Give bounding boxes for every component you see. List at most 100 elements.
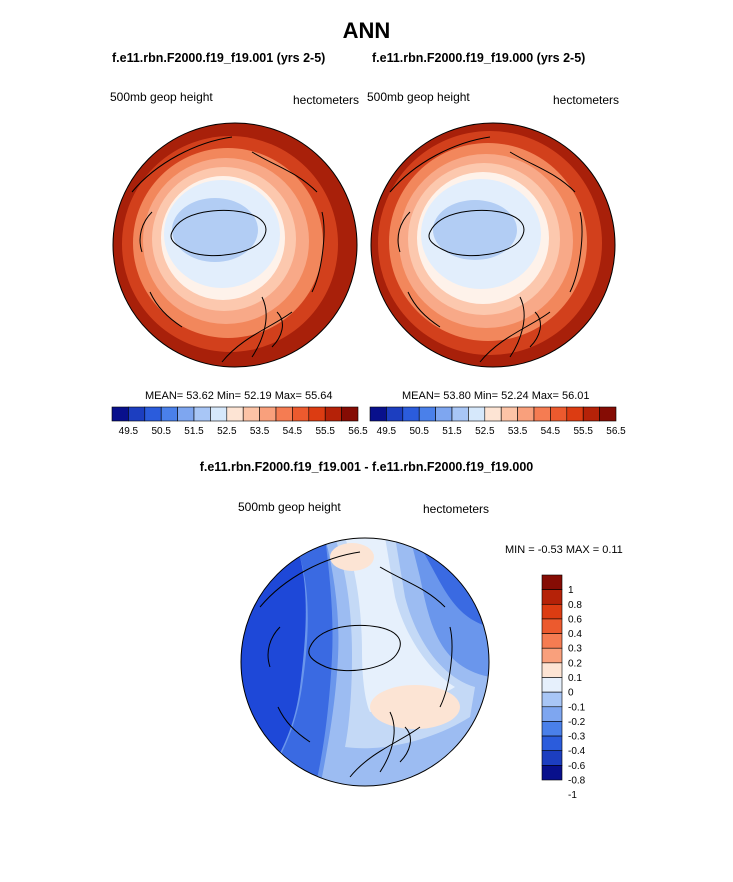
colorbar-swatch [541,618,563,634]
colorbar-tick-label: 56.5 [348,426,368,437]
colorbar-swatch [435,406,453,422]
diff-units-label: hectometers [423,502,490,516]
colorbar-tick-label: 54.5 [283,426,303,437]
colorbar-swatch [541,706,563,722]
mean-value: 53.80 [443,390,471,402]
panel2-stats: MEAN= 53.80 Min= 52.24 Max= 56.01 [402,390,590,402]
colorbar-tick-label: 49.5 [377,426,397,437]
colorbar-swatch [541,750,563,766]
contour-band [345,538,455,712]
colorbar-swatch [541,765,563,781]
mean-value: 53.62 [186,390,214,402]
contour-band [172,198,258,262]
panel2-field-label: 500mb geop height [367,90,470,104]
diff-colorbar: 1 0.8 0.6 0.4 0.3 0.2 0.1 0 -0.1 -0.2 -0.3 -0.4 -0.6… [541,574,586,801]
map-border [112,122,358,368]
colorbar-swatch [550,406,568,422]
contour-band [262,538,333,786]
colorbar-swatch [468,406,486,422]
coastlines [259,551,453,778]
max-value: 56.01 [561,390,590,402]
colorbar-swatch [517,406,535,422]
colorbar-tick-label: 50.5 [151,426,171,437]
colorbar-tick-label: 51.5 [442,426,462,437]
panel2-colorbar: 49.5 50.5 51.5 52.5 53.5 54.5 55.5 56.5 [369,406,626,437]
colorbar-swatch [541,589,563,605]
max-label: Max= [531,390,559,402]
colorbar-tick-label: 53.5 [250,426,270,437]
colorbar-swatch [111,406,129,422]
colorbar-swatch [275,406,293,422]
colorbar-swatch [386,406,404,422]
colorbar-swatch [541,574,563,590]
panel1-subtitle: f.e11.rbn.F2000.f19_f19.001 (yrs 2-5) [112,51,326,65]
colorbar-tick-label: 50.5 [409,426,429,437]
colorbar-swatch [369,406,387,422]
colorbar-swatch [341,406,359,422]
colorbar-tick-label: 54.5 [541,426,561,437]
colorbar-swatch [541,691,563,708]
panel2-subtitle: f.e11.rbn.F2000.f19_f19.000 (yrs 2-5) [372,51,586,65]
colorbar-swatch [484,406,502,422]
colorbar-tick-label: 52.5 [475,426,495,437]
colorbar-tick-label: -0.1 [568,702,586,713]
colorbar-tick-label: -0.6 [568,761,586,772]
colorbar-swatch [500,406,518,422]
contour-band [433,200,517,260]
coastlines [131,136,325,363]
colorbar-tick-label: 0 [568,688,574,699]
diff-polar-map [240,537,490,787]
colorbar-tick-label: 0.1 [568,673,582,684]
colorbar-swatch [193,406,211,422]
max-label: Max= [274,390,302,402]
greenland-coastline [170,209,267,257]
colorbar-tick-label: 0.3 [568,644,582,655]
max-value: 55.64 [304,390,333,402]
colorbar-swatch [259,406,277,422]
diff-stats: MIN = -0.53 MAX = 0.11 [505,544,623,556]
colorbar-swatch [582,406,600,422]
colorbar-tick-label: -0.2 [568,717,586,728]
colorbar-swatch [599,406,617,422]
scandinavia-coastline [379,711,411,773]
colorbar-swatch [541,662,563,678]
panel1-field-label: 500mb geop height [110,90,213,104]
colorbar-swatch [177,406,195,422]
colorbar-tick-label: -0.4 [568,746,586,757]
colorbar-tick-label: 55.5 [315,426,335,437]
colorbar-swatch [308,406,326,422]
colorbar-swatch [292,406,310,422]
colorbar-tick-label: 55.5 [573,426,593,437]
colorbar-swatch [541,603,563,620]
colorbar-swatch [210,406,228,422]
panel1-units-label: hectometers [293,93,360,107]
colorbar-tick-label: 0.8 [568,600,582,611]
min-value: 52.24 [501,390,529,402]
mean-label: MEAN= [145,390,184,402]
panel1-stats: MEAN= 53.62 Min= 52.19 Max= 55.64 [145,390,333,402]
colorbar-tick-label: 0.4 [568,629,582,640]
colorbar-swatch [324,406,342,422]
colorbar-swatch [541,647,563,664]
diff-field-label: 500mb geop height [238,500,341,514]
colorbar-swatch [541,735,563,752]
colorbar-swatch [566,406,584,422]
panel2-polar-map [370,122,616,368]
colorbar-tick-label: 53.5 [508,426,528,437]
colorbar-tick-label: 1 [568,585,574,596]
colorbar-tick-label: 52.5 [217,426,237,437]
colorbar-swatch [451,406,469,422]
contour-band [370,685,460,729]
mean-label: MEAN= [402,390,441,402]
greenland-coastline [428,209,525,257]
scandinavia-coastline [509,296,541,358]
colorbar-swatch [226,406,244,422]
map-border [370,122,616,368]
colorbar-tick-label: -1 [568,790,577,801]
colorbar-tick-label: 49.5 [119,426,139,437]
colorbar-swatch [541,633,563,649]
min-label: Min= [216,390,242,402]
colorbar-tick-label: 0.6 [568,614,582,625]
contour-band [330,543,374,571]
colorbar-swatch [541,721,563,737]
